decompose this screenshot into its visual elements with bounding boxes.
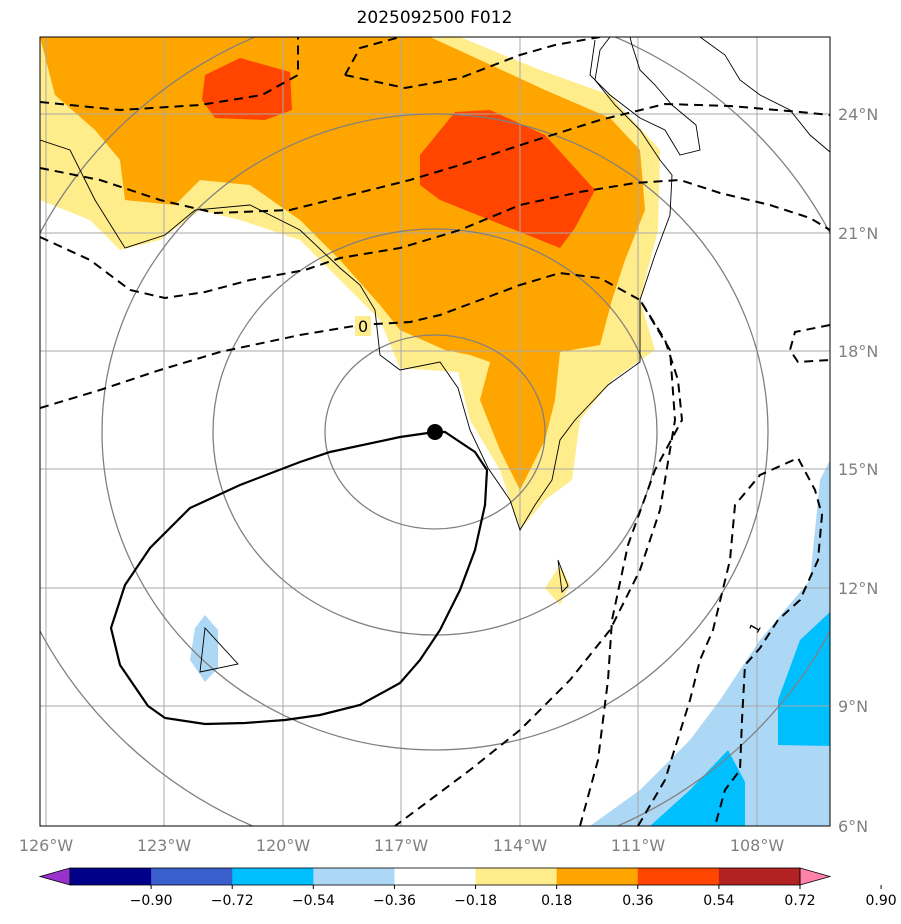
colorbar-swatch (70, 868, 152, 885)
colorbar-label: −0.54 (292, 893, 335, 909)
colorbar-swatch (394, 868, 477, 885)
contour-label-zero: 0 (358, 317, 368, 336)
lat-label: 18°N (838, 342, 878, 361)
lon-label: 120°W (256, 836, 311, 855)
colorbar-swatch (637, 868, 720, 885)
lat-label: 12°N (838, 579, 878, 598)
colorbar-swatch (151, 868, 233, 885)
lon-label: 123°W (137, 836, 192, 855)
colorbar-labels: −0.90 −0.72 −0.54 −0.36 −0.18 0.18 0.36 0.54 0.7… (130, 885, 897, 909)
colorbar-label: −0.72 (211, 893, 254, 909)
deep-sky-blue-anomaly-region (778, 612, 830, 746)
map-title: 2025092500 F012 (356, 8, 513, 28)
storm-center-marker (427, 424, 443, 440)
coastline (40, 37, 830, 673)
longitude-labels: 126°W 123°W 120°W 117°W 114°W 111°W 108°… (19, 836, 785, 855)
colorbar-label: 0.54 (703, 893, 734, 909)
colorbar-label: 0.18 (541, 893, 572, 909)
lon-label: 111°W (611, 836, 666, 855)
colorbar-label: 0.72 (784, 893, 815, 909)
colorbar-swatches (38, 867, 832, 886)
lon-label: 126°W (19, 836, 74, 855)
colorbar-swatch (313, 868, 395, 885)
range-rings (40, 37, 830, 826)
colorbar-extension-high (799, 867, 832, 886)
light-blue-anomaly-region (190, 615, 218, 682)
colorbar: −0.90 −0.72 −0.54 −0.36 −0.18 0.18 0.36 0.54 0.7… (38, 867, 897, 909)
lat-label: 15°N (838, 460, 878, 479)
colorbar-frame (69, 867, 801, 886)
colorbar-label: −0.90 (130, 893, 173, 909)
contour-label-box (355, 316, 371, 336)
red-orange-anomaly-region (420, 110, 595, 248)
colorbar-label: 0.90 (866, 893, 897, 909)
map-frame (39, 36, 831, 827)
colorbar-label: −0.36 (373, 893, 416, 909)
graticule (40, 37, 830, 826)
colorbar-swatch (556, 868, 639, 885)
lon-label: 114°W (493, 836, 548, 855)
dashed-contours (40, 37, 830, 826)
colorbar-extension-low (38, 867, 71, 886)
solid-contour (109, 430, 489, 726)
colorbar-swatch (475, 868, 558, 885)
colorbar-label: −0.18 (454, 893, 497, 909)
lat-label: 6°N (838, 817, 868, 836)
lat-label: 21°N (838, 224, 878, 243)
red-orange-anomaly-region (202, 58, 292, 120)
lon-label: 108°W (730, 836, 785, 855)
colorbar-swatch (718, 868, 801, 885)
latitude-labels: 24°N 21°N 18°N 15°N 12°N 9°N 6°N (838, 105, 878, 836)
colorbar-label: 0.36 (622, 893, 653, 909)
lat-label: 24°N (838, 105, 878, 124)
colorbar-swatch (232, 868, 314, 885)
light-blue-anomaly-region (590, 460, 830, 826)
map-panel: 0 1 (40, 37, 830, 826)
lat-label: 9°N (838, 697, 868, 716)
lon-label: 117°W (374, 836, 429, 855)
